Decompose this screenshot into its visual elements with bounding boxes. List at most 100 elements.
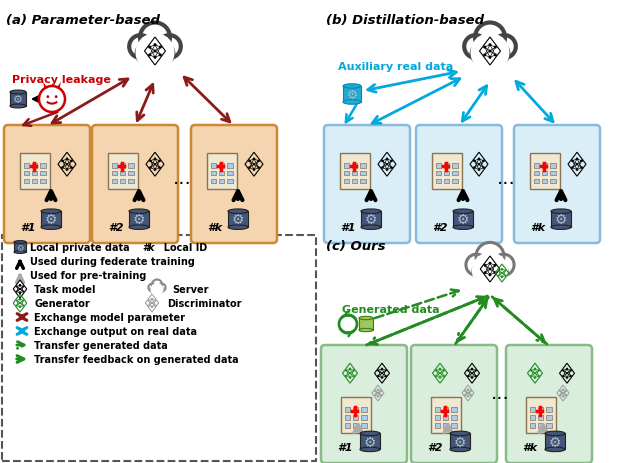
Circle shape (479, 260, 500, 282)
Text: ⚙: ⚙ (364, 434, 376, 449)
Bar (451, 415, 457, 420)
Bar (530, 153, 560, 189)
Bar (542, 164, 547, 168)
Bar (352, 172, 357, 176)
Text: ⚙: ⚙ (45, 213, 57, 227)
Circle shape (157, 287, 163, 294)
Bar (344, 180, 349, 184)
Bar (24, 172, 29, 176)
Circle shape (385, 369, 387, 372)
Circle shape (477, 158, 481, 161)
Circle shape (534, 372, 536, 375)
Circle shape (473, 263, 492, 281)
Circle shape (380, 390, 382, 392)
Circle shape (580, 167, 583, 169)
Circle shape (570, 369, 572, 372)
Circle shape (488, 263, 507, 281)
Text: #: # (142, 243, 150, 252)
Circle shape (154, 158, 156, 161)
Bar (352, 164, 357, 168)
Circle shape (390, 167, 393, 169)
Text: Used during federate training: Used during federate training (30, 257, 195, 266)
Bar (32, 172, 37, 176)
Bar (111, 172, 117, 176)
Bar (227, 172, 233, 176)
Circle shape (566, 368, 568, 370)
Bar (344, 164, 349, 168)
Text: Local ID: Local ID (157, 243, 207, 252)
Circle shape (439, 372, 441, 375)
Text: #1: #1 (20, 223, 35, 232)
Circle shape (19, 284, 21, 286)
Circle shape (143, 42, 166, 65)
Bar (360, 180, 366, 184)
FancyBboxPatch shape (129, 212, 149, 228)
Bar (111, 164, 117, 168)
Bar (451, 407, 457, 412)
Circle shape (253, 169, 255, 172)
Circle shape (580, 160, 583, 163)
Circle shape (136, 34, 175, 73)
Circle shape (470, 34, 509, 73)
Circle shape (19, 302, 21, 304)
FancyBboxPatch shape (453, 212, 473, 228)
Circle shape (475, 369, 477, 372)
Circle shape (494, 46, 497, 50)
Polygon shape (43, 83, 48, 89)
Text: Exchange output on real data: Exchange output on real data (34, 326, 197, 336)
Circle shape (152, 280, 162, 290)
Circle shape (439, 377, 441, 379)
FancyBboxPatch shape (514, 126, 600, 244)
Ellipse shape (450, 431, 470, 436)
Circle shape (374, 394, 376, 396)
Circle shape (39, 87, 65, 113)
FancyBboxPatch shape (4, 126, 90, 244)
FancyBboxPatch shape (361, 212, 381, 228)
Ellipse shape (41, 225, 61, 230)
Circle shape (61, 167, 64, 169)
Circle shape (475, 375, 477, 377)
Circle shape (19, 288, 21, 290)
Circle shape (149, 160, 152, 163)
Circle shape (253, 163, 255, 166)
Circle shape (501, 276, 503, 278)
Circle shape (15, 305, 17, 307)
Ellipse shape (359, 329, 373, 332)
Text: #k: #k (522, 442, 537, 452)
Bar (40, 172, 46, 176)
Bar (452, 180, 458, 184)
Bar (362, 423, 367, 428)
Circle shape (470, 394, 472, 396)
Text: ⚙: ⚙ (365, 213, 377, 227)
Circle shape (467, 369, 469, 372)
Bar (435, 415, 440, 420)
Circle shape (466, 255, 487, 276)
Circle shape (374, 390, 376, 392)
Circle shape (381, 160, 384, 163)
Bar (436, 164, 441, 168)
FancyBboxPatch shape (14, 243, 26, 252)
Ellipse shape (10, 91, 26, 95)
Circle shape (475, 24, 505, 53)
Bar (111, 180, 117, 184)
Bar (211, 164, 216, 168)
Text: ⚙: ⚙ (555, 213, 567, 227)
Bar (444, 164, 449, 168)
FancyBboxPatch shape (324, 126, 410, 244)
Circle shape (70, 160, 73, 163)
Text: Auxiliary real data: Auxiliary real data (338, 62, 453, 72)
Circle shape (493, 264, 497, 267)
Circle shape (257, 160, 260, 163)
Text: ···: ··· (497, 175, 515, 194)
Text: #2: #2 (427, 442, 442, 452)
Bar (547, 415, 552, 420)
Bar (40, 164, 46, 168)
Bar (534, 180, 539, 184)
Text: ⚙: ⚙ (346, 88, 358, 101)
Text: Generator: Generator (34, 298, 90, 308)
Circle shape (467, 375, 469, 377)
Circle shape (377, 392, 379, 394)
Circle shape (576, 169, 579, 172)
Ellipse shape (228, 225, 248, 230)
Ellipse shape (545, 431, 565, 436)
